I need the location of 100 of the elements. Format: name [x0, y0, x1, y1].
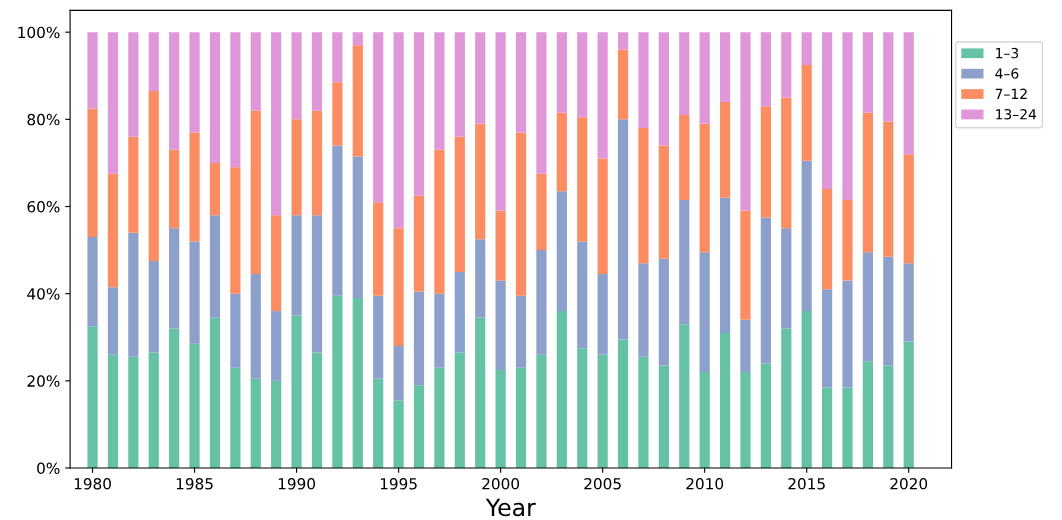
x-tick-label: 2020 [890, 477, 928, 490]
bar [903, 263, 914, 342]
bar [597, 274, 608, 355]
bar [515, 367, 527, 468]
bar [515, 32, 527, 133]
bar [128, 356, 139, 468]
bar [536, 32, 547, 174]
bar [332, 82, 343, 146]
bar [413, 385, 425, 468]
bar [250, 110, 261, 275]
bar [373, 32, 384, 203]
bar [189, 241, 200, 344]
bar [352, 32, 363, 46]
bar [393, 32, 404, 229]
bar [413, 195, 425, 292]
bar [434, 367, 445, 468]
bar [311, 32, 323, 111]
bar [291, 215, 302, 316]
bar [230, 167, 241, 294]
x-tick-label: 2000 [482, 477, 520, 490]
bar [169, 328, 180, 468]
bar [638, 32, 649, 129]
bar [781, 328, 792, 468]
bar [577, 32, 588, 118]
bar [271, 380, 282, 468]
bar [209, 32, 221, 163]
bar [291, 119, 302, 216]
bar [475, 123, 486, 240]
bar [556, 191, 567, 312]
bar [434, 293, 445, 368]
bar [862, 112, 873, 253]
bar [617, 32, 629, 50]
legend-label: 4–6 [995, 68, 1019, 79]
bar [169, 228, 180, 329]
bar [862, 32, 873, 113]
bar [801, 160, 812, 312]
x-tick-label: 1995 [380, 477, 417, 490]
bar [577, 241, 588, 349]
bar [495, 369, 506, 468]
bar [189, 132, 200, 242]
bar [189, 343, 200, 468]
bar [903, 32, 914, 155]
bar [781, 32, 792, 98]
bar [699, 32, 710, 124]
legend-label: 7–12 [995, 88, 1027, 99]
bar [250, 274, 261, 379]
bar [393, 400, 404, 468]
bar [393, 345, 404, 401]
bar [250, 32, 261, 111]
x-tick-label: 2015 [788, 477, 825, 490]
bar [230, 367, 241, 468]
bar [760, 363, 771, 468]
bar [87, 237, 98, 327]
bar [332, 32, 343, 83]
bar [740, 319, 751, 373]
bar [107, 173, 119, 288]
bar [454, 271, 465, 353]
bar [862, 361, 873, 468]
bar [148, 260, 159, 353]
bar [760, 32, 771, 107]
bar [87, 108, 98, 238]
bar [760, 217, 771, 364]
bar [801, 64, 812, 161]
bar [271, 215, 282, 312]
bar [821, 387, 833, 468]
bar [230, 32, 241, 168]
y-tick-label: 20% [27, 375, 60, 387]
bar [434, 32, 445, 150]
bar [903, 341, 914, 468]
bar [352, 156, 363, 299]
bar [495, 32, 506, 211]
bar [475, 32, 486, 124]
bar [515, 132, 527, 296]
bar [434, 149, 445, 294]
bar [87, 326, 98, 468]
bar [597, 158, 608, 275]
bar [740, 210, 751, 320]
bar [454, 136, 465, 272]
bar [617, 49, 629, 120]
bar [638, 128, 649, 264]
bar [842, 199, 853, 281]
y-tick-label: 0% [37, 462, 60, 475]
bar [413, 32, 425, 196]
bar [638, 263, 649, 357]
bar [148, 32, 159, 92]
x-tick-label: 1980 [74, 477, 111, 490]
bar [352, 298, 363, 468]
bar [903, 154, 914, 264]
bar [883, 365, 894, 468]
bar [148, 91, 159, 261]
bar [883, 32, 894, 122]
bar [699, 123, 710, 253]
y-tick-label: 60% [27, 200, 60, 213]
bar [128, 232, 139, 357]
bar [495, 280, 506, 370]
bar [597, 354, 608, 468]
bar [87, 32, 98, 109]
y-tick-label: 100% [18, 26, 60, 39]
bar [209, 317, 221, 468]
bar [291, 32, 302, 120]
